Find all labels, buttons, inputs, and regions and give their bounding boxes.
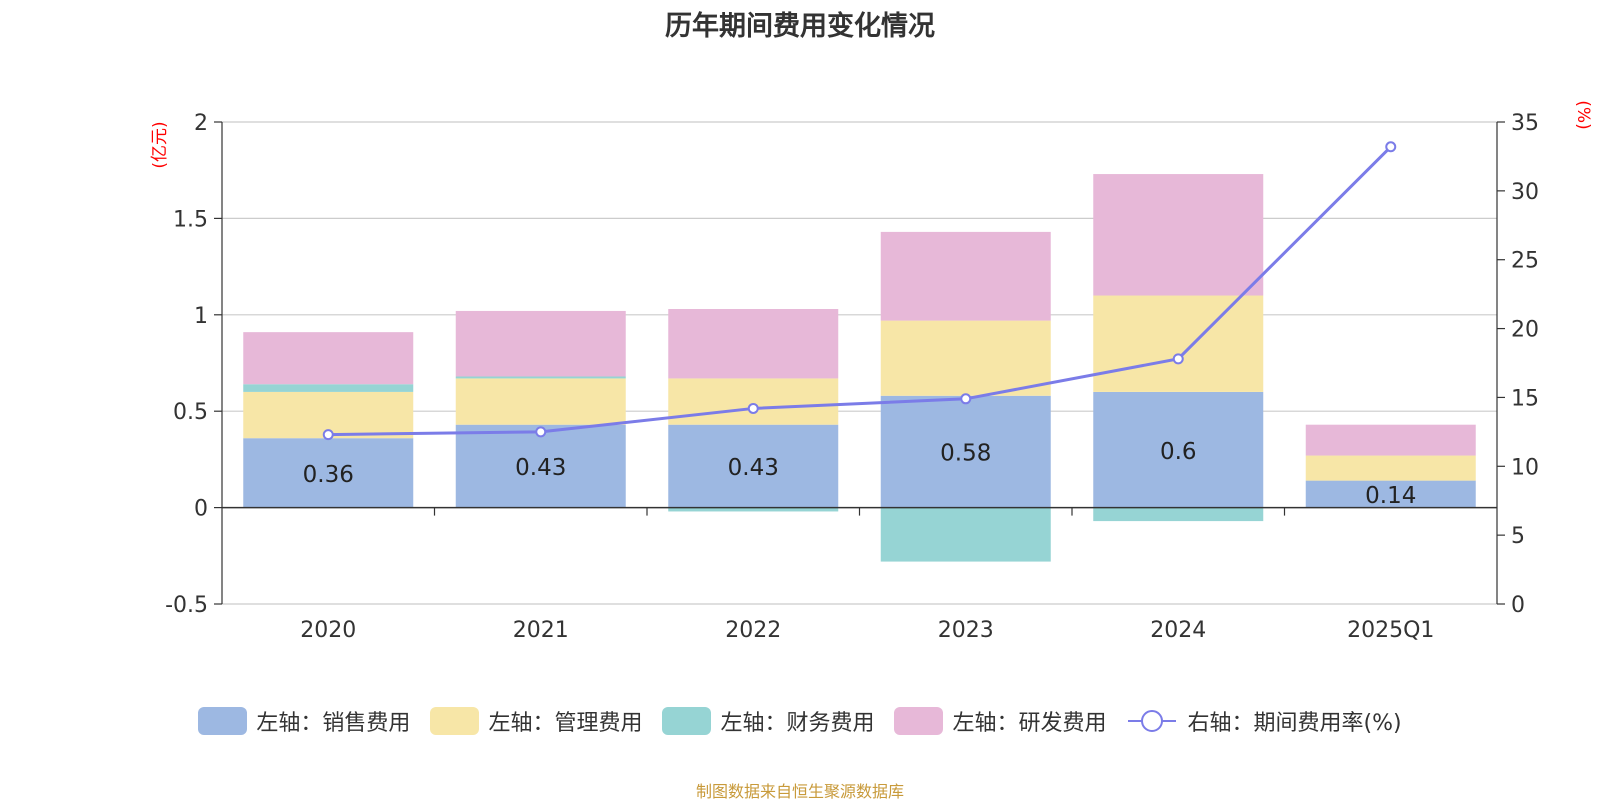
bar-segment [1093,295,1264,392]
chart-title: 历年期间费用变化情况 [665,11,935,42]
data-labels: 0.36 0.43 0.43 0.58 0.6 0.14 [303,439,1417,509]
bar-marks [243,174,1476,562]
data-label: 0.43 [515,455,566,481]
left-axis-tick-label: 1.5 [173,207,208,232]
legend-marker [1141,710,1164,732]
x-axis-tick-label: 2022 [725,618,781,643]
legend-line-swatch [1128,710,1177,732]
legend-swatch [198,707,248,735]
right-axis-unit-label: (%) [1573,100,1593,129]
bar-segment [1305,480,1476,508]
right-axis-tick-label: 15 [1511,386,1539,411]
legend-label: 左轴：销售费用 [256,711,411,736]
rate-point [747,402,759,414]
left-axis-tick-label: 1 [194,304,208,329]
x-axis-tick-label: 2025Q1 [1347,618,1434,643]
right-axis-tick-label: 10 [1511,455,1539,480]
legend-item[interactable]: 右轴：期间费用率(%) [1126,705,1402,737]
x-axis-tick-label: 2023 [938,618,994,643]
bar-segment [668,424,839,508]
left-axis-tick-label: 0 [194,497,208,522]
bar-segment [1305,455,1476,481]
right-axis-tick-label: 30 [1511,180,1539,205]
data-label: 0.58 [940,441,991,467]
legend-swatch [430,707,480,735]
right-axis-tick-label: 35 [1511,111,1539,136]
legend-label: 左轴：财务费用 [720,711,875,736]
left-axis-tick-label: -0.5 [165,593,208,618]
bar-segment [455,424,626,508]
rate-point [1172,353,1184,365]
source-note: 制图数据来自恒生聚源数据库 [695,782,904,801]
right-axis-tick-label: 5 [1511,524,1525,549]
bar-segment [1093,391,1264,508]
bar-segment [1093,507,1264,522]
bar-segment [880,507,1051,562]
bar-segment [1093,174,1264,296]
bar-segment [880,231,1051,321]
rate-line-path [328,145,1392,437]
rate-line [322,141,1397,441]
legend-label: 右轴：期间费用率(%) [1187,711,1402,736]
left-axis-unit-label: (亿元) [150,121,170,168]
x-axis-tick-label: 2020 [300,618,356,643]
bar-segment [455,310,626,377]
bar-segment [668,507,839,512]
data-label: 0.6 [1160,439,1197,465]
left-axis-tick-label: 0.5 [173,400,208,425]
bar-segment [455,376,626,379]
bar-segment [243,332,414,385]
bar-segment [668,309,839,379]
bar-segment [243,384,414,392]
rate-point [1385,141,1397,153]
bar-segment [455,378,626,425]
data-label: 0.14 [1365,483,1416,509]
legend-item[interactable]: 左轴：财务费用 [662,705,874,737]
gridlines [222,121,1497,605]
legend-swatch [662,707,712,735]
legend: 左轴：销售费用 左轴：管理费用 左轴：财务费用 左轴：研发费用 右轴：期间费用率(%) [0,704,1600,738]
right-axis-tick-label: 0 [1511,593,1525,618]
legend-item[interactable]: 左轴：研发费用 [894,705,1106,737]
right-axis-tick-label: 25 [1511,249,1539,274]
bar-segment [243,438,414,508]
rate-point [322,429,334,441]
legend-item[interactable]: 左轴：销售费用 [198,705,410,737]
legend-label: 左轴：管理费用 [488,711,643,736]
bar-segment [1305,424,1476,456]
bar-segment [880,395,1051,508]
legend-swatch [894,707,944,735]
data-label: 0.43 [728,455,779,481]
right-axis-tick-label: 20 [1511,318,1539,343]
rate-point [535,426,547,438]
x-axis-tick-label: 2024 [1150,618,1206,643]
left-axis-tick-label: 2 [194,111,208,136]
bar-segment [880,320,1051,396]
rate-point [960,393,972,405]
legend-label: 左轴：研发费用 [952,711,1107,736]
data-label: 0.36 [303,462,354,488]
legend-item[interactable]: 左轴：管理费用 [430,705,642,737]
x-axis-tick-label: 2021 [513,618,569,643]
bar-segment [668,378,839,425]
